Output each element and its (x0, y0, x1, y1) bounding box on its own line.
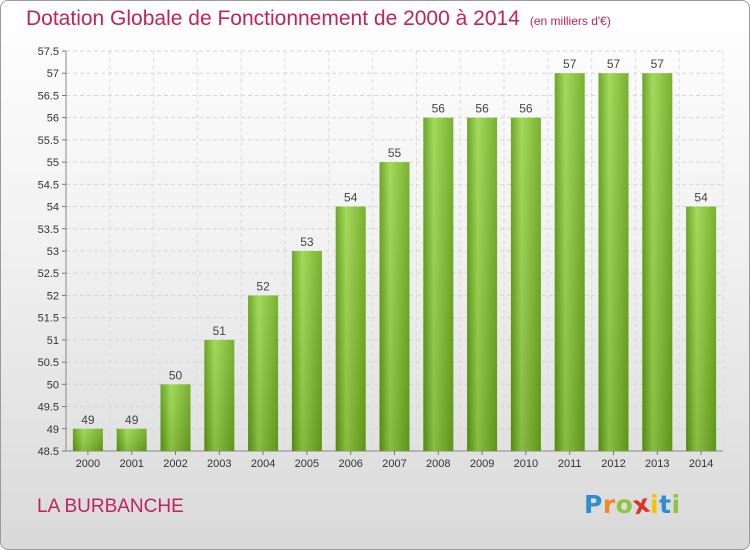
bar-shade (686, 206, 717, 451)
y-tick-label: 51.5 (38, 313, 59, 325)
y-tick-label: 55.5 (38, 135, 59, 147)
bar-shade (248, 295, 279, 451)
x-tick-label: 2007 (382, 458, 406, 470)
x-tick-label: 2005 (295, 458, 319, 470)
bar-shade (291, 251, 322, 451)
logo-letter: i (671, 490, 681, 519)
bars (72, 73, 717, 452)
bar-shade (554, 73, 585, 451)
bar-value-label: 56 (519, 102, 533, 116)
y-tick-label: 49 (47, 424, 59, 436)
logo-letter: r (602, 490, 616, 519)
bar-shade (335, 206, 366, 451)
chart-subtitle: (en milliers d'€) (529, 14, 611, 28)
y-tick-label: 57.5 (38, 46, 59, 58)
bar-shade (116, 428, 147, 451)
x-tick-label: 2013 (645, 458, 669, 470)
logo-letter: o (615, 490, 634, 519)
x-tick-label: 2001 (119, 458, 143, 470)
y-tick-label: 49.5 (38, 402, 59, 414)
chart-title-text: Dotation Globale de Fonctionnement de 20… (26, 7, 520, 30)
bar-shade (204, 339, 235, 451)
x-tick-label: 2011 (558, 458, 582, 470)
bar-shade (642, 73, 673, 451)
chart-title: Dotation Globale de Fonctionnement de 20… (26, 7, 611, 31)
x-tick-label: 2009 (470, 458, 494, 470)
y-tick-label: 56 (47, 113, 59, 125)
y-tick-label: 48.5 (38, 446, 59, 458)
y-tick-label: 57 (47, 68, 59, 80)
x-tick-label: 2003 (207, 458, 231, 470)
bar-shade (423, 117, 454, 452)
x-tick-label: 2000 (76, 458, 100, 470)
logo-letter: t (659, 490, 672, 519)
x-tick-label: 2012 (601, 458, 625, 470)
y-tick-label: 54 (47, 202, 59, 214)
bar-value-label: 57 (651, 57, 665, 71)
y-tick-label: 50.5 (38, 357, 59, 369)
bar-value-label: 56 (475, 102, 489, 116)
y-tick-label: 54.5 (38, 179, 59, 191)
x-tick-label: 2010 (514, 458, 538, 470)
bar-shade (160, 384, 191, 451)
y-tick-label: 55 (47, 157, 59, 169)
bar-shade (467, 117, 498, 452)
bar-shade (598, 73, 629, 451)
y-tick-label: 51 (47, 335, 59, 347)
bar-value-label: 54 (344, 191, 358, 205)
y-tick-label: 53 (47, 246, 59, 258)
y-tick-labels: 48.5 49 49.5 50 50.5 51 51.5 52 52.5 53 53.5 54 54.5… (38, 46, 59, 458)
x-tick-label: 2008 (426, 458, 450, 470)
bar-value-label: 53 (300, 235, 314, 249)
y-tick-label: 56.5 (38, 90, 59, 102)
logo-letter: i (650, 490, 660, 519)
bar-value-label: 49 (81, 413, 95, 427)
bar-value-label: 57 (563, 57, 577, 71)
y-tick-label: 52.5 (38, 268, 59, 280)
y-tick-label: 52 (47, 290, 59, 302)
bar-value-label: 51 (213, 324, 227, 338)
x-tick-label: 2002 (163, 458, 187, 470)
bar-value-label: 55 (388, 146, 402, 160)
y-tick-label: 50 (47, 379, 59, 391)
proxiti-logo[interactable]: Proxiti (584, 489, 681, 521)
bar-value-label: 56 (432, 102, 446, 116)
bar-shade (379, 162, 410, 451)
x-tick-label: 2014 (689, 458, 713, 470)
bar-value-label: 49 (125, 413, 139, 427)
place-name: LA BURBANCHE (37, 496, 184, 517)
bar-value-label: 50 (169, 368, 183, 382)
x-tick-labels: 2000 2001 2002 2003 2004 2005 2006 2007 2008 2009… (76, 458, 714, 470)
bar-value-label: 54 (694, 191, 708, 205)
bar-shade (72, 428, 103, 451)
y-tick-label: 53.5 (38, 224, 59, 236)
bar-shade (510, 117, 541, 452)
logo-letter: P (584, 490, 603, 519)
bar-value-label: 52 (256, 279, 270, 293)
x-tick-label: 2004 (251, 458, 275, 470)
data-labels: 49 49 50 51 52 53 54 55 56 56 56 57 57 57 54 (81, 57, 708, 427)
x-tick-label: 2006 (338, 458, 362, 470)
bar-value-label: 57 (607, 57, 621, 71)
